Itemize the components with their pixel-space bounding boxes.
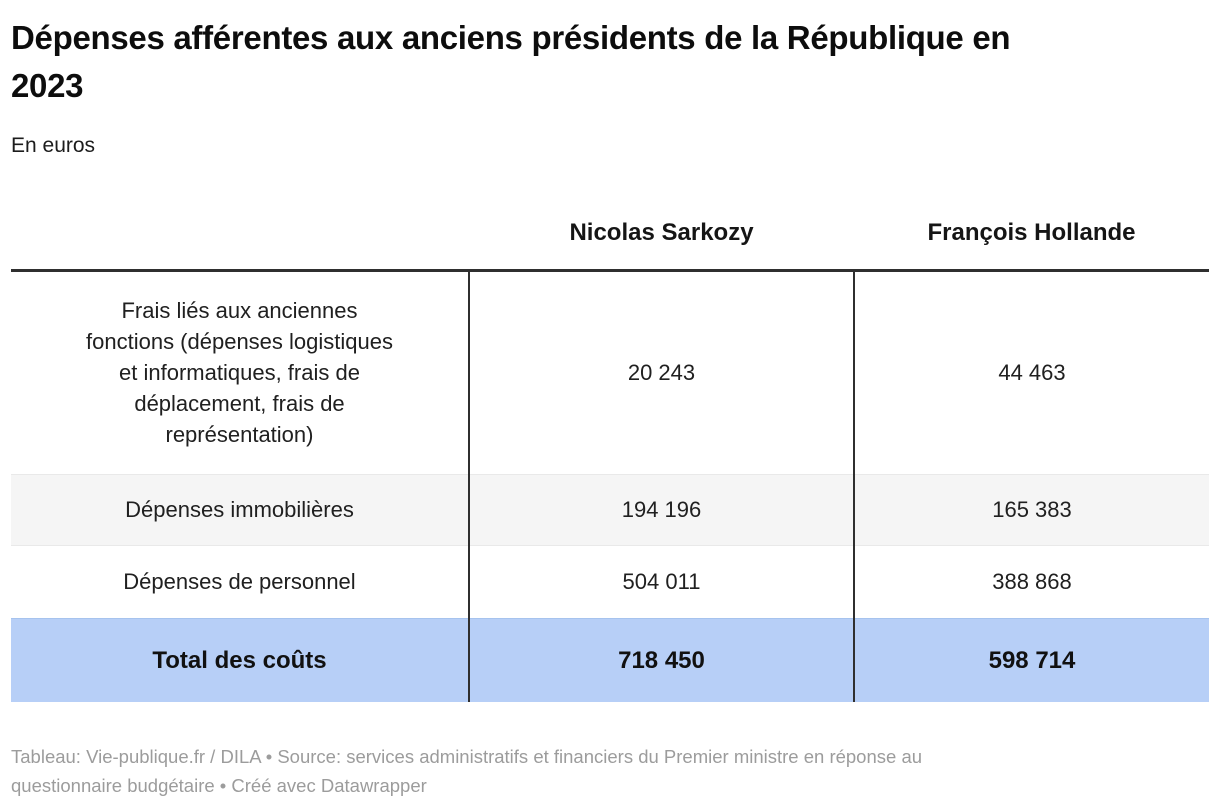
table-row-depenses-personnel: Dépenses de personnel 504 011 388 868 (11, 545, 1209, 618)
table-row-depenses-immobilieres: Dépenses immobilières 194 196 165 383 (11, 474, 1209, 545)
page-subtitle: En euros (11, 134, 96, 157)
column-header-category (11, 158, 469, 270)
total-row-label: Total des coûts (152, 646, 327, 674)
table-row-frais-anciennes-fonctions: Frais liés aux anciennes fonctions (dépe… (11, 270, 1209, 474)
total-cell-hollande: 598 714 (853, 618, 1209, 702)
expenses-table: Nicolas Sarkozy François Hollande Frais … (11, 158, 1209, 702)
total-cell-sarkozy: 718 450 (468, 618, 854, 702)
cell-sarkozy: 504 011 (468, 545, 854, 618)
cell-sarkozy: 194 196 (468, 474, 854, 545)
row-label: Dépenses immobilières (125, 497, 354, 522)
table-header-row: Nicolas Sarkozy François Hollande (11, 158, 1209, 270)
row-label: Frais liés aux anciennes fonctions (dépe… (86, 298, 393, 447)
column-header-hollande: François Hollande (927, 218, 1136, 246)
cell-sarkozy: 20 243 (468, 270, 854, 474)
page-title: Dépenses afférentes aux anciens présiden… (11, 19, 1011, 104)
row-label: Dépenses de personnel (123, 569, 356, 594)
table-row-total: Total des coûts 718 450 598 714 (11, 618, 1209, 702)
cell-hollande: 44 463 (853, 270, 1209, 474)
source-attribution: Tableau: Vie-publique.fr / DILA • Source… (11, 746, 923, 796)
cell-hollande: 165 383 (853, 474, 1209, 545)
cell-hollande: 388 868 (853, 545, 1209, 618)
column-header-sarkozy: Nicolas Sarkozy (569, 218, 754, 246)
